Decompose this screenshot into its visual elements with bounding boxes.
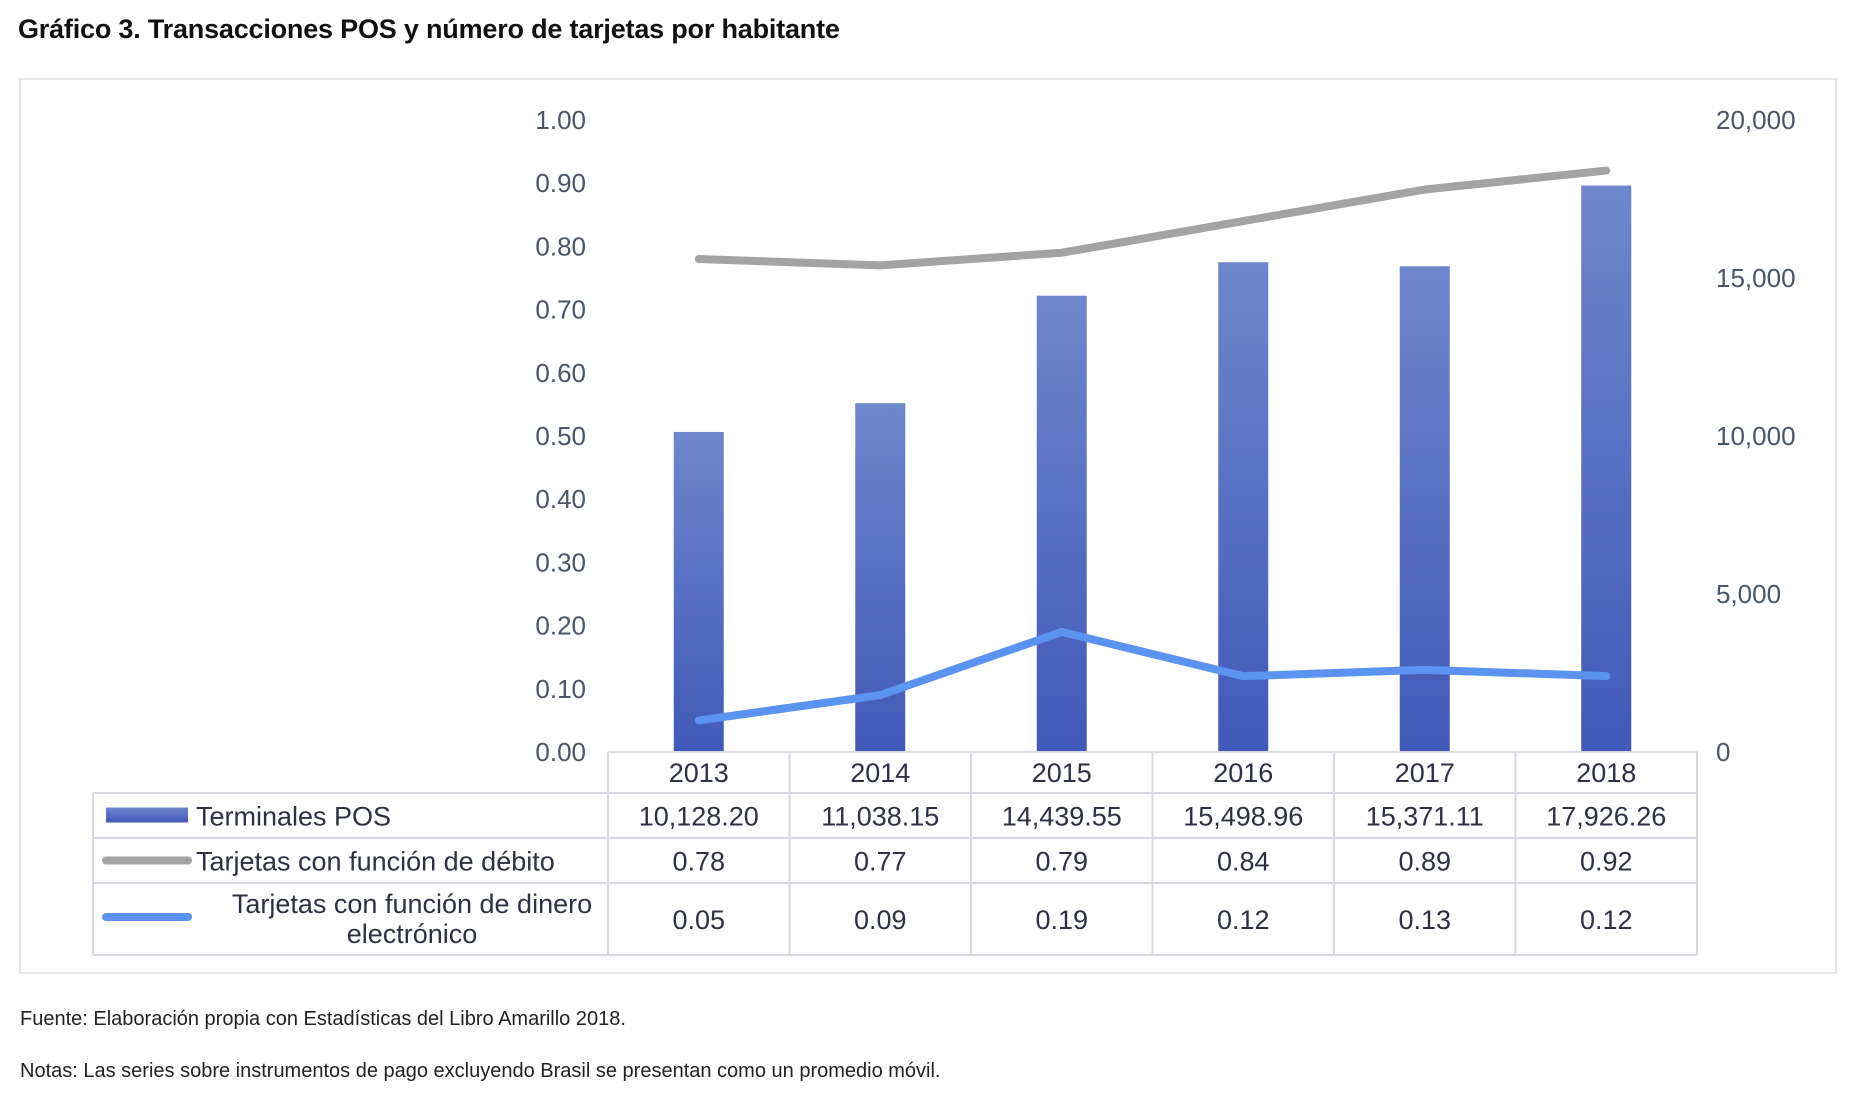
table-cell-value: 0.77: [854, 847, 907, 877]
table-cell-value: 0.79: [1035, 847, 1088, 877]
bar-terminales-pos: [673, 431, 724, 752]
table-cell-value: 10,128.20: [639, 802, 759, 832]
table-cell-value: 15,498.96: [1183, 802, 1303, 832]
table-cell-value: 0.09: [854, 905, 907, 935]
y-right-tick-label: 5,000: [1716, 579, 1781, 609]
y-left-tick-label: 0.70: [535, 295, 586, 325]
line-debito: [694, 166, 1611, 270]
x-tick-label: 2015: [1032, 758, 1092, 788]
legend-label-line2: electrónico: [347, 919, 478, 949]
y-left-tick-label: 1.00: [535, 105, 586, 135]
chart-svg: 0.00 0.10 0.20 0.30 0.40 0.50 0.60 0.70 0.80 0.90…: [92, 105, 1796, 956]
table-cell-value: 0.05: [672, 905, 725, 935]
y-right-tick-label: 10,000: [1716, 421, 1796, 451]
x-tick-label: 2016: [1213, 758, 1273, 788]
table-cell-value: 15,371.11: [1366, 802, 1484, 832]
y-left-tick-label: 0.90: [535, 168, 586, 198]
y-left-tick-label: 0.50: [535, 421, 586, 451]
lines-group: [694, 166, 1611, 725]
legend-swatch-bar: [106, 807, 188, 823]
legend-label: Terminales POS: [196, 802, 391, 832]
y-left-tick-label: 0.00: [535, 737, 586, 767]
y-left-tick-label: 0.60: [535, 358, 586, 388]
table-cell-value: 0.84: [1217, 847, 1270, 877]
bar-terminales-pos: [1036, 295, 1087, 752]
table-cell-value: 0.92: [1580, 847, 1633, 877]
bar-terminales-pos: [1399, 266, 1450, 752]
chart-title: Gráfico 3. Transacciones POS y número de…: [18, 14, 840, 44]
data-table: 2013 2014 2015 2016 2017 2018 Terminales POS 10…: [92, 751, 1698, 956]
y-left-tick-label: 0.10: [535, 674, 586, 704]
chart-frame: [19, 78, 1837, 974]
y-left-tick-label: 0.20: [535, 611, 586, 641]
bars-group: [673, 185, 1632, 753]
bar-terminales-pos: [1581, 185, 1632, 753]
line-dinero-electronico: [694, 627, 1611, 725]
notes-text: Notas: Las series sobre instrumentos de …: [20, 1060, 941, 1082]
right-axis-ticks: 0 5,000 10,000 15,000 20,000: [1716, 105, 1796, 767]
table-cell-value: 0.12: [1580, 905, 1633, 935]
x-tick-label: 2017: [1395, 758, 1455, 788]
legend-label: Tarjetas con función de débito: [196, 847, 555, 877]
y-right-tick-label: 15,000: [1716, 263, 1796, 293]
table-cell-value: 0.78: [672, 847, 725, 877]
left-axis-ticks: 0.00 0.10 0.20 0.30 0.40 0.50 0.60 0.70 0.80 0.90…: [535, 105, 586, 767]
table-cell-value: 0.19: [1035, 905, 1088, 935]
x-tick-label: 2013: [669, 758, 729, 788]
table-cell-value: 17,926.26: [1546, 802, 1666, 832]
source-note: Fuente: Elaboración propia con Estadísti…: [20, 1008, 626, 1030]
table-cell-value: 14,439.55: [1002, 802, 1122, 832]
table-cell-value: 0.12: [1217, 905, 1270, 935]
table-cell-value: 0.13: [1398, 905, 1451, 935]
y-right-tick-label: 0: [1716, 737, 1730, 767]
x-tick-label: 2014: [850, 758, 910, 788]
table-cell-value: 0.89: [1398, 847, 1451, 877]
y-left-tick-label: 0.30: [535, 547, 586, 577]
y-right-tick-label: 20,000: [1716, 105, 1796, 135]
x-tick-label: 2018: [1576, 758, 1636, 788]
y-left-tick-label: 0.80: [535, 231, 586, 261]
table-cell-value: 11,038.15: [821, 802, 939, 832]
y-left-tick-label: 0.40: [535, 484, 586, 514]
legend-label-line1: Tarjetas con función de dinero: [232, 889, 592, 919]
